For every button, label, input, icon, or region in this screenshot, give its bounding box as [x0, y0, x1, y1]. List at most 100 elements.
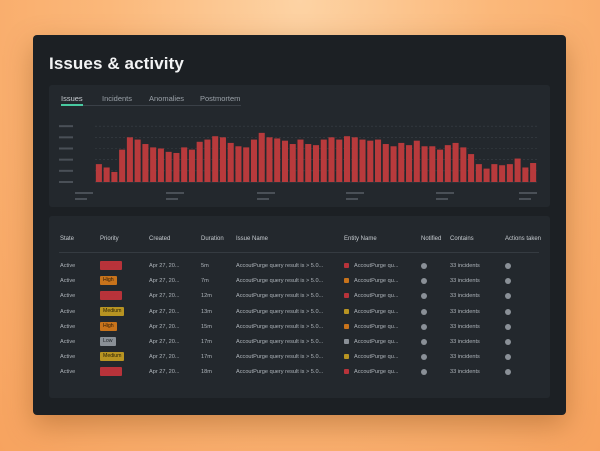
- cell-entity-name[interactable]: AccoutPurge qu...: [354, 323, 399, 330]
- column-header-entity-name[interactable]: Entity Name: [344, 236, 377, 242]
- tab-postmortem[interactable]: Postmortem: [200, 94, 241, 103]
- table-row[interactable]: Active Medium Apr 27, 20... 13m AccoutPurge …: [49, 305, 550, 320]
- tab-incidents[interactable]: Incidents: [102, 94, 133, 103]
- chart-bar[interactable]: [142, 144, 149, 182]
- chart-bar[interactable]: [491, 164, 498, 182]
- chart-bar[interactable]: [336, 139, 343, 182]
- cell-contains[interactable]: 33 incidents: [450, 263, 480, 269]
- table-row[interactable]: Active High Apr 27, 20... 7m AccoutPurge que…: [49, 274, 550, 289]
- cell-issue-name[interactable]: AccoutPurge query result is > 5.0...: [236, 308, 324, 315]
- chart-bar[interactable]: [266, 137, 273, 182]
- cell-issue-name[interactable]: AccoutPurge query result is > 5.0...: [236, 339, 324, 345]
- chart-bar[interactable]: [181, 147, 188, 182]
- chart-bar[interactable]: [219, 137, 226, 182]
- table-row[interactable]: Active Medium Apr 27, 20... 17m AccoutPurge …: [49, 350, 550, 365]
- chart-bar[interactable]: [281, 140, 289, 182]
- column-header-state[interactable]: State: [60, 236, 75, 242]
- chart-bar[interactable]: [444, 145, 451, 182]
- cell-entity-name[interactable]: AccoutPurge qu...: [354, 339, 399, 345]
- chart-bar[interactable]: [429, 146, 436, 182]
- chart-bar[interactable]: [173, 152, 180, 182]
- cell-contains[interactable]: 33 incidents: [450, 354, 480, 361]
- chart-bar[interactable]: [227, 142, 234, 182]
- chart-bar[interactable]: [382, 144, 389, 182]
- chart-bar[interactable]: [204, 139, 211, 182]
- chart-bar[interactable]: [150, 147, 157, 182]
- column-header-contains[interactable]: Contains: [450, 236, 474, 242]
- cell-entity-name[interactable]: AccoutPurge qu...: [354, 369, 399, 376]
- cell-contains[interactable]: 33 incidents: [450, 339, 480, 345]
- chart-bar[interactable]: [119, 149, 126, 182]
- table-row[interactable]: Active Low Apr 27, 20... 17m AccoutPurge que…: [49, 335, 550, 350]
- cell-contains[interactable]: 33 incidents: [450, 369, 480, 376]
- chart-bar[interactable]: [359, 139, 366, 182]
- table-row[interactable]: Active High Apr 27, 20... 15m AccoutPurge qu…: [49, 320, 550, 335]
- chart-bar[interactable]: [274, 138, 281, 182]
- cell-issue-name[interactable]: AccoutPurge query result is > 5.0...: [236, 293, 324, 300]
- chart-bar[interactable]: [157, 148, 164, 183]
- chart-bar[interactable]: [499, 165, 506, 182]
- chart-bar[interactable]: [196, 141, 203, 182]
- chart-bar[interactable]: [522, 167, 529, 182]
- cell-issue-name[interactable]: AccoutPurge query result is > 5.0...: [236, 323, 324, 330]
- chart-bar[interactable]: [406, 145, 413, 182]
- chart-bar[interactable]: [289, 144, 296, 182]
- tab-anomalies[interactable]: Anomalies: [149, 94, 185, 103]
- chart-bar[interactable]: [475, 164, 482, 182]
- chart-bar[interactable]: [351, 137, 358, 182]
- chart-bar[interactable]: [103, 167, 110, 182]
- chart-bar[interactable]: [188, 149, 195, 182]
- chart-bar[interactable]: [250, 139, 257, 182]
- chart-bar[interactable]: [468, 154, 475, 182]
- chart-bar[interactable]: [506, 164, 513, 182]
- cell-entity-name[interactable]: AccoutPurge qu...: [354, 263, 399, 269]
- chart-bar[interactable]: [437, 149, 444, 182]
- cell-entity-name[interactable]: AccoutPurge qu...: [354, 354, 399, 361]
- chart-bar[interactable]: [483, 168, 490, 182]
- column-header-actions-taken[interactable]: Actions taken: [505, 236, 542, 242]
- chart-bar[interactable]: [460, 147, 467, 182]
- chart-bar[interactable]: [530, 163, 537, 182]
- cell-entity-name[interactable]: AccoutPurge qu...: [354, 293, 399, 300]
- chart-bar[interactable]: [126, 137, 133, 182]
- table-row[interactable]: Active Urgent Apr 27, 20... 12m AccoutPurge …: [49, 289, 550, 304]
- chart-bar[interactable]: [165, 151, 172, 182]
- column-header-duration[interactable]: Duration: [201, 236, 224, 242]
- column-header-notified[interactable]: Notified: [421, 236, 442, 242]
- column-header-priority[interactable]: Priority: [100, 236, 119, 242]
- cell-issue-name[interactable]: AccoutPurge query result is > 5.0...: [236, 369, 324, 376]
- chart-bar[interactable]: [235, 146, 242, 182]
- chart-bar[interactable]: [413, 140, 420, 182]
- cell-contains[interactable]: 33 incidents: [450, 293, 480, 300]
- chart-bar[interactable]: [111, 171, 118, 182]
- chart-bar[interactable]: [312, 145, 320, 182]
- cell-issue-name[interactable]: AccoutPurge query result is > 5.0...: [236, 278, 324, 285]
- column-header-issue-name[interactable]: Issue Name: [236, 236, 269, 242]
- chart-bar[interactable]: [421, 146, 428, 182]
- cell-contains[interactable]: 33 incidents: [450, 323, 480, 330]
- table-row[interactable]: Active Urgent Apr 27, 20... 5m AccoutPurge q…: [49, 259, 550, 274]
- chart-bar[interactable]: [390, 146, 397, 182]
- cell-entity-name[interactable]: AccoutPurge qu...: [354, 278, 399, 285]
- chart-bar[interactable]: [398, 142, 405, 182]
- chart-bar[interactable]: [134, 139, 141, 182]
- cell-issue-name[interactable]: AccoutPurge query result is > 5.0...: [236, 354, 324, 361]
- chart-bar[interactable]: [95, 164, 102, 182]
- chart-bar[interactable]: [243, 147, 250, 182]
- chart-bar[interactable]: [514, 158, 521, 182]
- chart-bar[interactable]: [305, 144, 312, 182]
- tab-issues[interactable]: Issues: [61, 94, 83, 103]
- table-row[interactable]: Active Urgent Apr 27, 20... 18m AccoutPurge …: [49, 365, 550, 380]
- chart-bar[interactable]: [258, 132, 265, 182]
- chart-bar[interactable]: [328, 137, 335, 182]
- chart-bar[interactable]: [212, 136, 219, 182]
- cell-entity-name[interactable]: AccoutPurge qu...: [354, 308, 399, 315]
- chart-bar[interactable]: [367, 140, 374, 182]
- chart-bar[interactable]: [375, 139, 382, 182]
- cell-contains[interactable]: 33 incidents: [450, 308, 480, 315]
- column-header-created[interactable]: Created: [149, 236, 171, 242]
- chart-bar[interactable]: [297, 139, 304, 182]
- chart-bar[interactable]: [343, 136, 351, 182]
- cell-issue-name[interactable]: AccoutPurge query result is > 5.0...: [236, 263, 324, 269]
- cell-contains[interactable]: 33 incidents: [450, 278, 480, 285]
